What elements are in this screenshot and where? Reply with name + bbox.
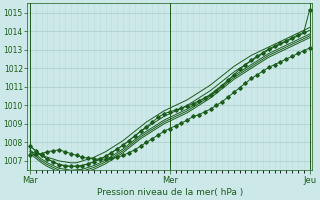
X-axis label: Pression niveau de la mer( hPa ): Pression niveau de la mer( hPa ) (97, 188, 243, 197)
